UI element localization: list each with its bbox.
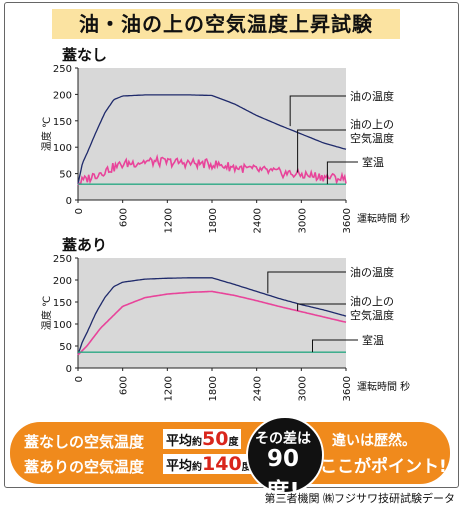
chart1-series-1-label: 油の温度 bbox=[350, 89, 394, 103]
banner-line2-label: 蓋ありの空気温度 bbox=[24, 458, 145, 476]
chart2-y-axis-label: 温度 ℃ bbox=[40, 296, 53, 330]
difference-value: 90度! bbox=[266, 446, 300, 505]
chart1-x-tick-label: 600 bbox=[119, 208, 130, 227]
chart1-y-tick-label: 50 bbox=[59, 170, 72, 181]
chart2-y-tick-label: 0 bbox=[66, 364, 72, 375]
chart2-series-3-label: 室温 bbox=[362, 333, 384, 347]
banner-line1-approx: 約 bbox=[192, 437, 203, 448]
chart1-x-tick-label: 3600 bbox=[342, 208, 353, 233]
chart2-y-tick-label: 250 bbox=[53, 254, 72, 265]
chart2-series-1-callout bbox=[267, 271, 346, 294]
chart2-series-3-callout bbox=[312, 339, 358, 353]
banner-line1-unit: 度 bbox=[228, 437, 239, 448]
chart1-series-1-line bbox=[77, 94, 347, 185]
chart2-x-axis-label: 運転時間 秒 bbox=[357, 380, 410, 393]
banner-line1-prefix: 平均 bbox=[166, 434, 193, 449]
chart1-y-axis-label: 温度 ℃ bbox=[40, 117, 53, 151]
chart2-x-tick-label: 0 bbox=[74, 376, 85, 382]
banner-line2-approx: 約 bbox=[192, 462, 203, 473]
chart2-y-tick-label: 100 bbox=[53, 320, 72, 331]
chart2-title: 蓋あり bbox=[62, 236, 108, 254]
banner-line2-unit: 度 bbox=[241, 462, 252, 473]
chart1-series-1-callout bbox=[289, 95, 346, 127]
difference-circle bbox=[246, 416, 324, 494]
banner-line1-value-box: 平均約50度 bbox=[163, 428, 242, 450]
chart1-x-tick-label: 0 bbox=[74, 208, 85, 214]
banner-line2-prefix: 平均 bbox=[166, 459, 193, 474]
chart1-x-tick-label: 1200 bbox=[163, 208, 174, 233]
chart2-x-tick-label: 2400 bbox=[253, 376, 264, 401]
chart1-series-2-line bbox=[77, 153, 347, 186]
banner-line1-label: 蓋なしの空気温度 bbox=[24, 433, 145, 451]
difference-label: その差は bbox=[255, 431, 311, 447]
banner-line2-value-box: 平均約140度 bbox=[163, 454, 255, 474]
chart1-plot-area bbox=[78, 68, 346, 200]
title-background bbox=[52, 9, 400, 39]
chart2-series-2-callout bbox=[297, 303, 346, 311]
data-credit: 第三者機関 ㈱フジサワ技研試験データ bbox=[264, 492, 456, 505]
chart2-y-tick-label: 200 bbox=[53, 276, 72, 287]
chart1-x-tick-label: 2400 bbox=[253, 208, 264, 233]
chart2-series-2-label: 油の上の空気温度 bbox=[350, 294, 394, 322]
banner-line2-value: 140 bbox=[202, 453, 242, 475]
figure-title: 油・油の上の空気温度上昇試験 bbox=[79, 12, 373, 36]
chart2-x-tick-label: 600 bbox=[119, 376, 130, 395]
chart1-title: 蓋なし bbox=[62, 46, 108, 64]
chart2-x-tick-label: 3000 bbox=[297, 376, 308, 401]
chart2-y-tick-label: 50 bbox=[59, 342, 72, 353]
chart1-x-tick-label: 3000 bbox=[297, 208, 308, 233]
chart1-y-tick-label: 0 bbox=[66, 196, 72, 207]
chart1-series-2-label: 油の上の空気温度 bbox=[350, 117, 394, 145]
chart2-x-tick-label: 1200 bbox=[163, 376, 174, 401]
chart2-y-tick-label: 150 bbox=[53, 298, 72, 309]
chart2-x-tick-label: 1800 bbox=[208, 376, 219, 401]
chart1-y-tick-label: 200 bbox=[53, 90, 72, 101]
chart1-series-3-callout bbox=[326, 161, 358, 185]
chart1-y-tick-label: 100 bbox=[53, 143, 72, 154]
chart1-x-axis-label: 運転時間 秒 bbox=[357, 212, 410, 225]
banner-line1-value: 50 bbox=[202, 428, 229, 450]
banner-right-top: 違いは歴然。 bbox=[332, 433, 416, 449]
chart1-series-3-label: 室温 bbox=[362, 155, 384, 169]
chart2-plot-area bbox=[78, 258, 346, 368]
chart1-y-tick-label: 150 bbox=[53, 117, 72, 128]
chart2-series-1-line bbox=[77, 277, 347, 356]
banner-right-bottom: ここがポイント! bbox=[320, 457, 447, 477]
chart1-x-tick-label: 1800 bbox=[208, 208, 219, 233]
chart2-series-1-label: 油の温度 bbox=[350, 265, 394, 279]
chart2-x-tick-label: 3600 bbox=[342, 376, 353, 401]
chart1-series-2-callout bbox=[297, 129, 346, 173]
chart1-y-tick-label: 250 bbox=[53, 64, 72, 75]
chart2-series-2-line bbox=[77, 290, 347, 356]
